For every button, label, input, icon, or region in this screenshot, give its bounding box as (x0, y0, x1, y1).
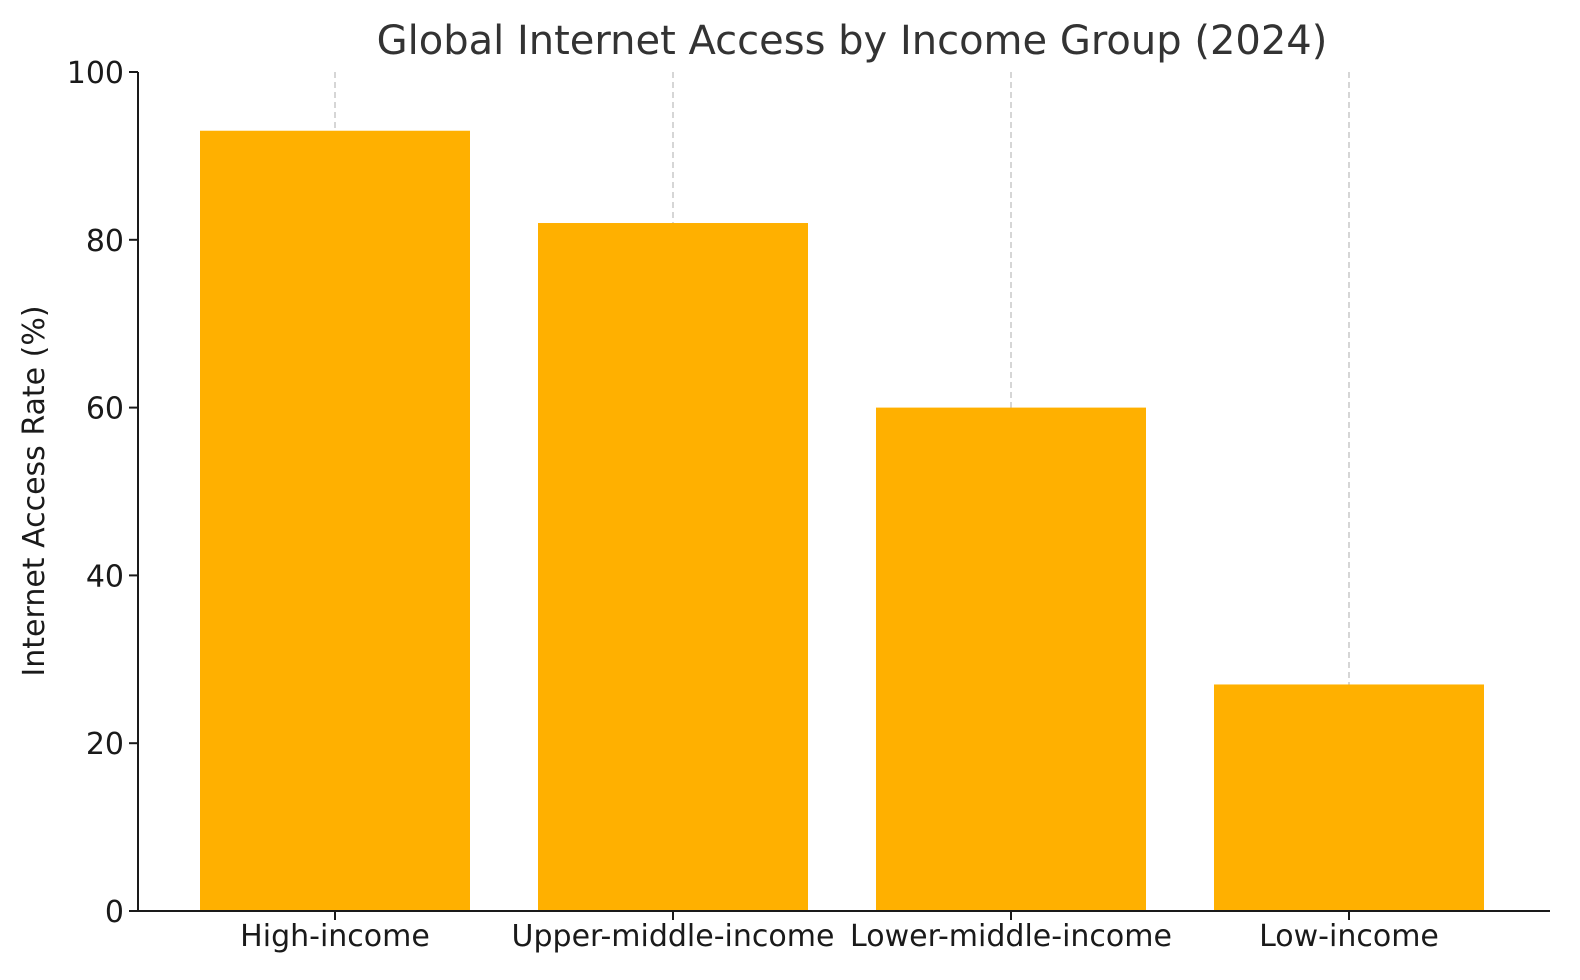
bars (200, 130, 1484, 912)
y-tick-label: 40 (86, 559, 124, 594)
bar-low-income (1214, 684, 1484, 911)
x-tick-label: Lower-middle-income (850, 919, 1172, 954)
x-tick-label: Low-income (1259, 919, 1439, 954)
bar-lower-middle-income (876, 407, 1146, 911)
y-axis-label: Internet Access Rate (%) (17, 305, 52, 676)
x-axis-ticks: High-income Upper-middle-income Lower-midd… (240, 911, 1439, 954)
bar-high-income (200, 130, 470, 912)
y-tick-label: 0 (105, 895, 124, 930)
x-tick-label: High-income (240, 919, 430, 954)
y-tick-label: 100 (67, 56, 124, 91)
y-axis-ticks: 0 20 40 60 80 100 (67, 56, 138, 930)
y-tick-label: 80 (86, 224, 124, 259)
bar-upper-middle-income (538, 223, 808, 911)
x-tick-label: Upper-middle-income (512, 919, 835, 954)
y-tick-label: 60 (86, 392, 124, 427)
chart-title: Global Internet Access by Income Group (… (377, 18, 1328, 64)
grid-lines (334, 72, 1350, 911)
y-tick-label: 20 (86, 727, 124, 762)
